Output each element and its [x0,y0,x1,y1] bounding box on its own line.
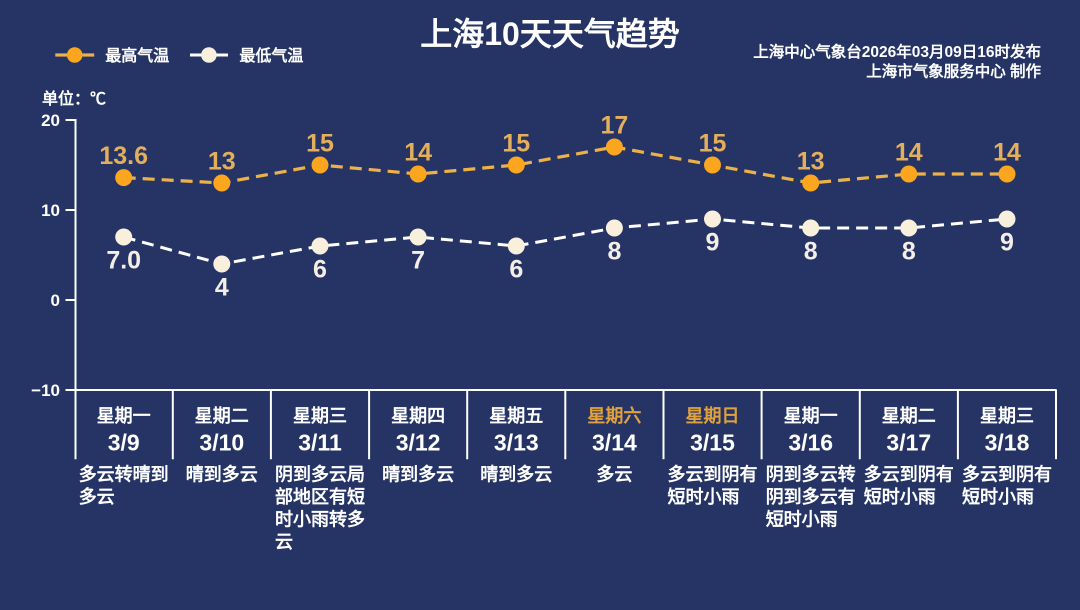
svg-text:上海市气象服务中心 制作: 上海市气象服务中心 制作 [866,62,1041,81]
svg-text:星期一: 星期一 [97,406,151,426]
svg-text:星期四: 星期四 [391,406,445,426]
svg-text:短时小雨: 短时小雨 [962,486,1034,507]
svg-text:9: 9 [706,229,720,257]
svg-text:多云: 多云 [596,463,632,484]
svg-text:13: 13 [797,148,825,176]
svg-text:3/14: 3/14 [592,430,637,456]
svg-text:9: 9 [1000,229,1014,257]
svg-text:上海10天天气趋势: 上海10天天气趋势 [420,16,680,52]
svg-text:15: 15 [306,130,334,158]
svg-text:阴到多云转: 阴到多云转 [766,463,856,484]
svg-text:6: 6 [313,256,327,284]
svg-text:−10: −10 [31,381,60,400]
svg-text:7: 7 [411,247,425,275]
svg-text:3/10: 3/10 [199,430,244,456]
svg-text:4: 4 [215,274,229,302]
svg-text:3/18: 3/18 [985,430,1030,456]
svg-text:短时小雨: 短时小雨 [864,486,936,507]
svg-text:晴到多云: 晴到多云 [382,463,454,484]
svg-text:多云转晴到: 多云转晴到 [79,463,169,484]
svg-text:部地区有短: 部地区有短 [275,486,365,507]
svg-text:单位：℃: 单位：℃ [42,89,106,108]
svg-text:3/11: 3/11 [298,430,342,456]
svg-text:短时小雨: 短时小雨 [766,508,838,529]
svg-text:13: 13 [208,148,236,176]
svg-text:上海中心气象台2026年03月09日16时发布: 上海中心气象台2026年03月09日16时发布 [753,42,1041,61]
svg-text:星期二: 星期二 [882,406,936,426]
svg-text:3/9: 3/9 [108,430,140,456]
svg-text:短时小雨: 短时小雨 [668,486,740,507]
svg-text:17: 17 [600,112,628,140]
svg-text:15: 15 [699,130,727,158]
svg-text:阴到多云有: 阴到多云有 [766,486,856,507]
svg-text:13.6: 13.6 [99,142,148,170]
svg-text:阴到多云局: 阴到多云局 [275,463,365,484]
svg-text:星期六: 星期六 [587,405,641,426]
svg-text:0: 0 [51,291,60,310]
svg-text:7.0: 7.0 [106,247,141,275]
svg-text:10: 10 [41,201,60,220]
svg-text:3/16: 3/16 [788,430,833,456]
svg-text:星期五: 星期五 [489,406,543,426]
svg-text:20: 20 [41,111,60,130]
svg-text:15: 15 [502,130,530,158]
svg-text:多云到阴有: 多云到阴有 [668,463,758,484]
svg-text:云: 云 [275,532,293,552]
svg-text:星期二: 星期二 [195,406,249,426]
svg-text:14: 14 [895,139,923,167]
svg-text:3/17: 3/17 [886,430,931,456]
svg-text:多云到阴有: 多云到阴有 [864,463,954,484]
svg-text:最低气温: 最低气温 [239,46,303,65]
svg-text:14: 14 [993,139,1021,167]
svg-text:晴到多云: 晴到多云 [480,463,552,484]
svg-text:14: 14 [404,139,432,167]
svg-text:6: 6 [509,256,523,284]
svg-text:8: 8 [902,238,916,266]
svg-text:多云到阴有: 多云到阴有 [962,463,1052,484]
svg-text:最高气温: 最高气温 [105,46,169,65]
svg-text:晴到多云: 晴到多云 [186,463,258,484]
svg-text:8: 8 [804,238,818,266]
svg-text:8: 8 [607,238,621,266]
svg-text:星期三: 星期三 [293,406,347,426]
svg-text:星期一: 星期一 [784,406,838,426]
svg-text:星期三: 星期三 [980,406,1034,426]
svg-text:时小雨转多: 时小雨转多 [275,508,365,529]
svg-text:多云: 多云 [79,486,115,507]
svg-text:3/12: 3/12 [396,430,441,456]
svg-text:星期日: 星期日 [686,406,740,426]
svg-text:3/15: 3/15 [690,430,735,456]
svg-text:3/13: 3/13 [494,430,539,456]
